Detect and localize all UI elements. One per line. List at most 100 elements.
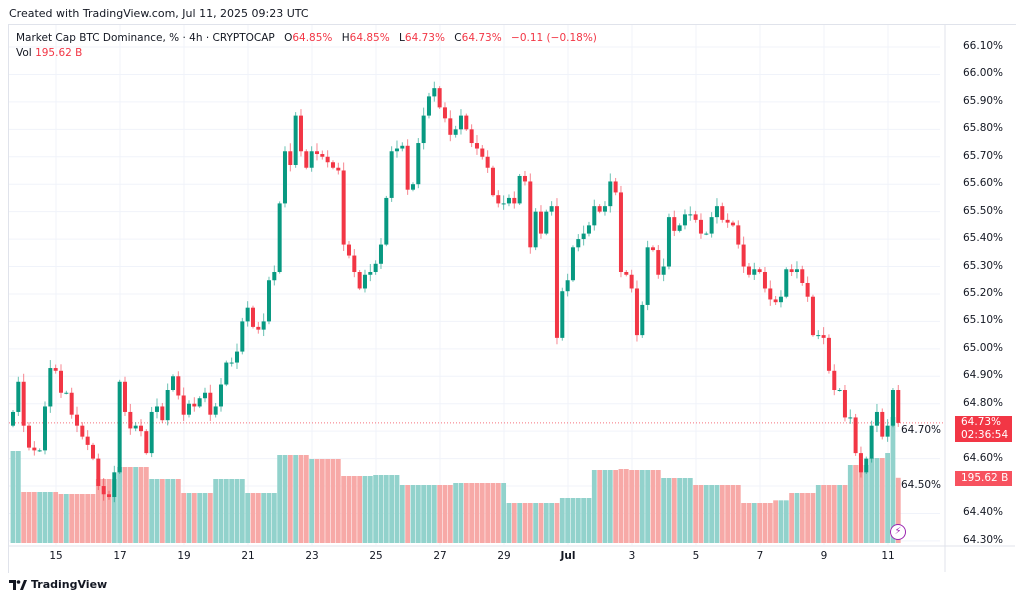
volume-bar bbox=[122, 467, 128, 543]
candle-body bbox=[32, 447, 37, 451]
last-price: 64.73% bbox=[961, 416, 1002, 428]
candle-body bbox=[266, 280, 271, 322]
candle-body bbox=[672, 217, 677, 231]
volume-bar bbox=[826, 485, 832, 543]
lightning-icon[interactable]: ⚡ bbox=[890, 524, 906, 540]
volume-bar bbox=[213, 479, 219, 543]
candle-body bbox=[256, 326, 261, 330]
volume-bar bbox=[79, 494, 85, 543]
volume-bar bbox=[421, 485, 427, 543]
date-axis-label: 9 bbox=[820, 550, 828, 562]
candle-body bbox=[496, 195, 501, 204]
volume-bar bbox=[885, 453, 891, 543]
candle-body bbox=[826, 337, 831, 371]
volume-bar bbox=[645, 470, 651, 543]
volume-bar bbox=[437, 485, 443, 543]
volume-bar bbox=[373, 475, 379, 543]
candle-body bbox=[133, 425, 138, 429]
date-axis-label: 23 bbox=[305, 550, 319, 562]
candle-body bbox=[682, 214, 687, 226]
volume-bar bbox=[501, 483, 507, 543]
candle-body bbox=[554, 206, 559, 338]
volume-bar bbox=[42, 492, 48, 543]
volume-bar bbox=[565, 498, 571, 543]
volume-bar bbox=[815, 485, 821, 543]
candle-body bbox=[448, 118, 453, 135]
candle-body bbox=[650, 247, 655, 251]
candle-body bbox=[842, 390, 847, 418]
change-value: −0.11 (−0.18%) bbox=[511, 32, 597, 44]
candle-body bbox=[730, 222, 735, 226]
volume-bar bbox=[575, 498, 581, 543]
volume-bar bbox=[21, 492, 27, 543]
close-value: 64.73% bbox=[461, 32, 502, 44]
volume-bar bbox=[287, 455, 293, 543]
volume-bar bbox=[330, 459, 336, 543]
date-axis-label: 21 bbox=[241, 550, 255, 562]
volume-bar bbox=[426, 485, 432, 543]
volume-bar bbox=[117, 467, 123, 543]
volume-bar bbox=[298, 455, 304, 543]
candle-body bbox=[661, 266, 666, 275]
volume-bar bbox=[15, 451, 21, 543]
candle-body bbox=[240, 321, 245, 352]
volume-bar bbox=[693, 485, 699, 543]
open-value: 64.85% bbox=[292, 32, 333, 44]
price-axis-label: 64.70% bbox=[901, 424, 942, 437]
volume-bar bbox=[799, 493, 805, 543]
price-axis-label: 64.30% bbox=[963, 533, 1004, 546]
volume-bar bbox=[522, 503, 528, 543]
candle-body bbox=[101, 486, 106, 495]
volume-bar bbox=[511, 503, 517, 543]
candle-body bbox=[688, 214, 693, 216]
candle-body bbox=[21, 381, 26, 426]
volume-bar bbox=[133, 467, 139, 543]
volume-bar bbox=[810, 493, 816, 543]
price-axis-label: 65.80% bbox=[963, 122, 1004, 135]
volume-bar bbox=[447, 485, 453, 543]
candle-body bbox=[469, 129, 474, 144]
volume-bar bbox=[266, 493, 272, 543]
candle-body bbox=[394, 148, 399, 152]
candle-body bbox=[794, 269, 799, 273]
tradingview-logo[interactable]: TradingView bbox=[9, 578, 107, 591]
volume-bar bbox=[554, 503, 560, 543]
candle-body bbox=[656, 250, 661, 275]
volume-bar bbox=[581, 498, 587, 543]
candle-body bbox=[512, 197, 517, 204]
candle-body bbox=[384, 197, 389, 245]
last-price-label: 64.73% 02:36:54 bbox=[955, 416, 1012, 442]
volume-bar bbox=[218, 479, 224, 543]
volume-bar bbox=[469, 483, 475, 543]
candle-body bbox=[522, 175, 527, 182]
close-label: C bbox=[454, 32, 462, 44]
volume-bar bbox=[698, 485, 704, 543]
volume-bar bbox=[149, 479, 155, 543]
low-label: L bbox=[399, 32, 405, 44]
candle-body bbox=[213, 406, 218, 415]
candle-body bbox=[272, 272, 277, 281]
candle-body bbox=[165, 390, 170, 421]
volume-bar bbox=[191, 493, 197, 543]
volume-bar bbox=[335, 459, 341, 543]
volume-bar bbox=[671, 478, 677, 543]
volume-bar bbox=[415, 485, 421, 543]
price-axis-label: 65.10% bbox=[963, 314, 1004, 327]
volume-bar bbox=[85, 494, 91, 543]
symbol-title[interactable]: Market Cap BTC Dominance, % · 4h · CRYPT… bbox=[16, 32, 275, 44]
candle-body bbox=[458, 115, 463, 130]
volume-bar bbox=[463, 483, 469, 543]
date-axis-label: 3 bbox=[628, 550, 636, 562]
volume-bar bbox=[591, 470, 597, 543]
candle-body bbox=[112, 472, 117, 498]
volume-bar bbox=[271, 493, 277, 543]
price-axis-label: 65.40% bbox=[963, 232, 1004, 245]
candle-body bbox=[144, 431, 149, 454]
volume-bar bbox=[458, 483, 464, 543]
volume-bar bbox=[325, 459, 331, 543]
candle-body bbox=[736, 225, 741, 245]
candle-body bbox=[410, 184, 415, 190]
volume-bar bbox=[527, 503, 533, 543]
candle-body bbox=[544, 211, 549, 234]
